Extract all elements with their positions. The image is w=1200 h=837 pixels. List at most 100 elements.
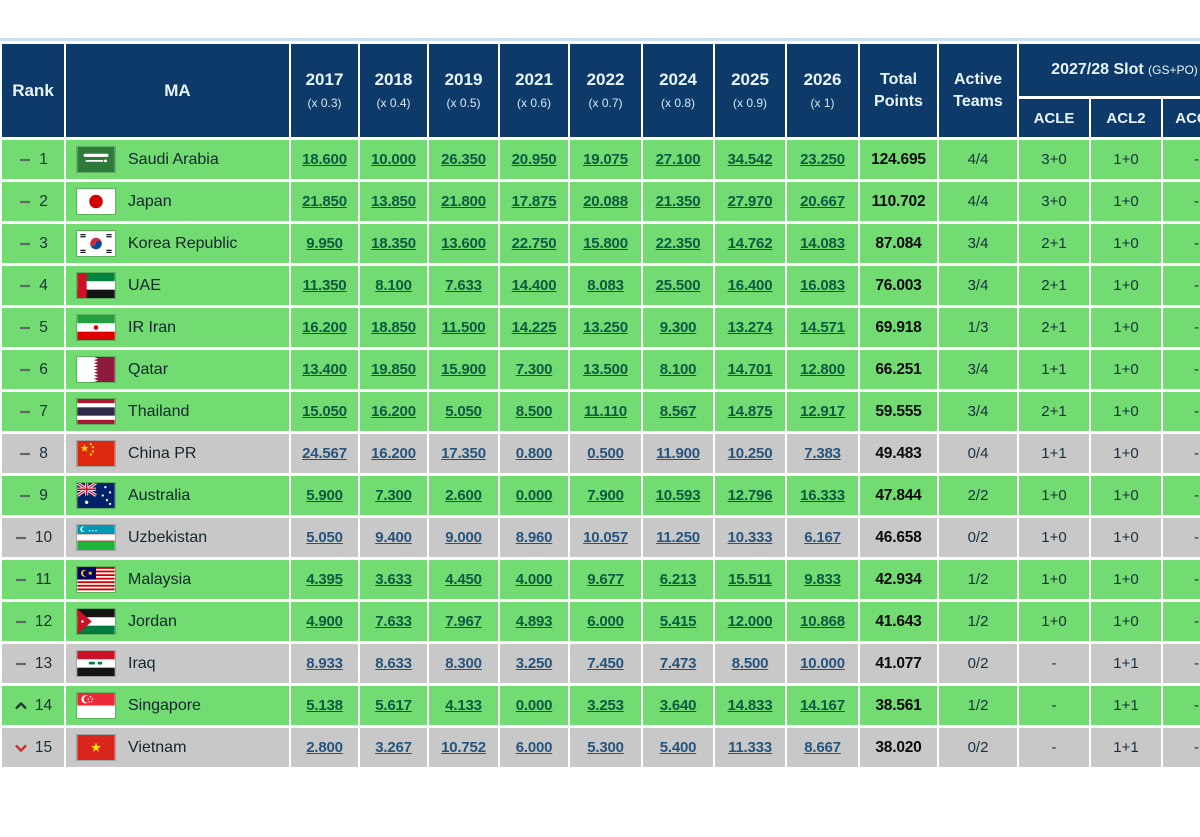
points-link[interactable]: 34.542 xyxy=(727,151,773,168)
points-link[interactable]: 14.400 xyxy=(511,277,557,294)
points-link[interactable]: 2.600 xyxy=(445,487,482,504)
points-link[interactable]: 20.667 xyxy=(800,193,845,210)
points-link[interactable]: 20.950 xyxy=(511,151,557,168)
points-link[interactable]: 9.400 xyxy=(375,529,412,546)
points-link[interactable]: 9.300 xyxy=(659,319,697,336)
points-link[interactable]: 4.133 xyxy=(445,697,482,714)
points-link[interactable]: 2.800 xyxy=(306,739,343,756)
points-link[interactable]: 8.633 xyxy=(375,655,412,672)
points-link[interactable]: 16.200 xyxy=(371,403,416,420)
points-link[interactable]: 12.917 xyxy=(800,403,845,420)
points-link[interactable]: 8.100 xyxy=(659,361,697,378)
points-link[interactable]: 11.500 xyxy=(441,319,486,336)
points-link[interactable]: 13.850 xyxy=(371,193,416,210)
points-link[interactable]: 3.250 xyxy=(515,655,553,672)
points-link[interactable]: 4.893 xyxy=(515,613,553,630)
points-link[interactable]: 7.450 xyxy=(587,655,624,672)
points-link[interactable]: 8.500 xyxy=(515,403,553,420)
points-link[interactable]: 10.250 xyxy=(727,445,773,462)
points-link[interactable]: 8.100 xyxy=(375,277,412,294)
points-link[interactable]: 24.567 xyxy=(302,445,347,462)
points-link[interactable]: 5.300 xyxy=(587,739,624,756)
points-link[interactable]: 8.567 xyxy=(659,403,697,420)
points-link[interactable]: 20.088 xyxy=(583,193,628,210)
points-link[interactable]: 5.138 xyxy=(306,697,343,714)
points-link[interactable]: 5.050 xyxy=(445,403,482,420)
points-link[interactable]: 18.850 xyxy=(371,319,416,336)
points-link[interactable]: 8.667 xyxy=(804,739,841,756)
points-link[interactable]: 10.333 xyxy=(727,529,773,546)
points-link[interactable]: 11.333 xyxy=(728,739,772,756)
points-link[interactable]: 7.300 xyxy=(375,487,412,504)
points-link[interactable]: 8.300 xyxy=(445,655,482,672)
points-link[interactable]: 15.900 xyxy=(441,361,486,378)
points-link[interactable]: 13.274 xyxy=(727,319,773,336)
points-link[interactable]: 19.075 xyxy=(583,151,628,168)
points-link[interactable]: 16.200 xyxy=(371,445,416,462)
points-link[interactable]: 5.617 xyxy=(375,697,412,714)
points-link[interactable]: 6.000 xyxy=(515,739,553,756)
points-link[interactable]: 14.167 xyxy=(800,697,845,714)
points-link[interactable]: 16.400 xyxy=(727,277,773,294)
points-link[interactable]: 10.593 xyxy=(655,487,701,504)
points-link[interactable]: 0.800 xyxy=(515,445,553,462)
points-link[interactable]: 27.100 xyxy=(655,151,701,168)
points-link[interactable]: 7.300 xyxy=(515,361,553,378)
points-link[interactable]: 13.600 xyxy=(441,235,486,252)
points-link[interactable]: 5.900 xyxy=(306,487,343,504)
points-link[interactable]: 21.350 xyxy=(655,193,701,210)
points-link[interactable]: 10.000 xyxy=(371,151,416,168)
points-link[interactable]: 16.083 xyxy=(800,277,845,294)
points-link[interactable]: 0.500 xyxy=(587,445,624,462)
points-link[interactable]: 4.395 xyxy=(306,571,343,588)
points-link[interactable]: 3.640 xyxy=(659,697,697,714)
points-link[interactable]: 14.762 xyxy=(727,235,773,252)
points-link[interactable]: 0.000 xyxy=(515,697,553,714)
points-link[interactable]: 11.250 xyxy=(656,529,700,546)
points-link[interactable]: 26.350 xyxy=(441,151,486,168)
points-link[interactable]: 8.083 xyxy=(587,277,624,294)
points-link[interactable]: 3.633 xyxy=(375,571,412,588)
points-link[interactable]: 3.253 xyxy=(587,697,624,714)
points-link[interactable]: 11.110 xyxy=(583,403,628,420)
points-link[interactable]: 9.833 xyxy=(804,571,841,588)
points-link[interactable]: 7.900 xyxy=(587,487,624,504)
points-link[interactable]: 4.450 xyxy=(445,571,482,588)
points-link[interactable]: 9.000 xyxy=(445,529,482,546)
points-link[interactable]: 17.875 xyxy=(511,193,557,210)
points-link[interactable]: 15.511 xyxy=(728,571,772,588)
points-link[interactable]: 12.796 xyxy=(727,487,773,504)
points-link[interactable]: 21.850 xyxy=(302,193,347,210)
points-link[interactable]: 7.633 xyxy=(375,613,412,630)
points-link[interactable]: 13.250 xyxy=(583,319,628,336)
points-link[interactable]: 21.800 xyxy=(441,193,486,210)
points-link[interactable]: 13.500 xyxy=(583,361,628,378)
points-link[interactable]: 14.833 xyxy=(727,697,773,714)
points-link[interactable]: 19.850 xyxy=(371,361,416,378)
points-link[interactable]: 11.900 xyxy=(656,445,700,462)
points-link[interactable]: 25.500 xyxy=(655,277,701,294)
points-link[interactable]: 15.050 xyxy=(302,403,347,420)
points-link[interactable]: 8.933 xyxy=(306,655,343,672)
points-link[interactable]: 17.350 xyxy=(441,445,486,462)
points-link[interactable]: 9.950 xyxy=(306,235,343,252)
points-link[interactable]: 18.350 xyxy=(371,235,416,252)
points-link[interactable]: 5.050 xyxy=(306,529,343,546)
points-link[interactable]: 14.571 xyxy=(800,319,845,336)
points-link[interactable]: 9.677 xyxy=(587,571,624,588)
points-link[interactable]: 4.000 xyxy=(515,571,553,588)
points-link[interactable]: 15.800 xyxy=(583,235,628,252)
points-link[interactable]: 6.167 xyxy=(804,529,841,546)
points-link[interactable]: 7.473 xyxy=(659,655,697,672)
points-link[interactable]: 12.800 xyxy=(800,361,845,378)
points-link[interactable]: 16.333 xyxy=(800,487,845,504)
points-link[interactable]: 22.350 xyxy=(655,235,701,252)
points-link[interactable]: 10.057 xyxy=(583,529,628,546)
points-link[interactable]: 7.633 xyxy=(445,277,482,294)
points-link[interactable]: 8.960 xyxy=(515,529,553,546)
points-link[interactable]: 27.970 xyxy=(727,193,773,210)
points-link[interactable]: 6.213 xyxy=(659,571,697,588)
points-link[interactable]: 8.500 xyxy=(731,655,769,672)
points-link[interactable]: 5.400 xyxy=(659,739,697,756)
points-link[interactable]: 5.415 xyxy=(659,613,697,630)
